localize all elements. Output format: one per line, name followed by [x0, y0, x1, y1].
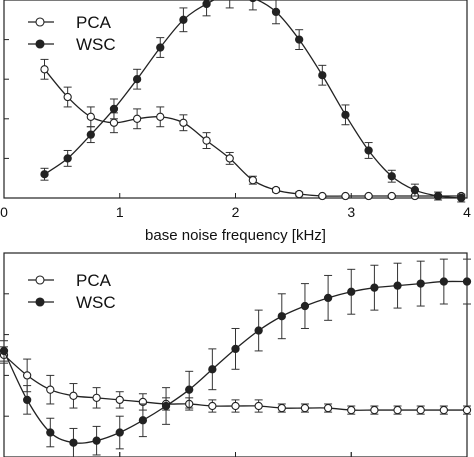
pca-data-point: [347, 405, 356, 415]
pca-data-point: [341, 191, 350, 201]
wsc-data-point: [46, 428, 55, 437]
pca-data-point: [22, 371, 32, 380]
pca-data-point: [318, 191, 327, 201]
pca-data-point: [323, 403, 333, 413]
wsc-data-point: [347, 287, 356, 296]
legend-wsc-marker: [35, 297, 45, 307]
wsc-data-point: [457, 193, 466, 203]
pca-data-point: [132, 114, 142, 123]
wsc-data-point: [156, 43, 165, 52]
pca-data-point: [364, 191, 373, 201]
x-tick-label: 3: [347, 204, 355, 220]
wsc-data-point: [202, 0, 211, 9]
wsc-data-point: [341, 110, 350, 119]
wsc-data-point: [439, 277, 448, 286]
wsc-data-point: [208, 365, 217, 374]
pca-data-point: [295, 189, 304, 199]
plot-frame: [3, 0, 468, 199]
pca-data-point: [46, 385, 55, 394]
pca-data-point: [387, 191, 396, 201]
pca-data-point: [370, 405, 379, 415]
pca-data-point: [462, 405, 472, 415]
wsc-data-point: [300, 301, 310, 311]
wsc-data-point: [86, 130, 95, 139]
pca-data-point: [208, 401, 217, 411]
legend-wsc-label: WSC: [76, 293, 116, 312]
x-tick-label: 2: [232, 204, 240, 220]
wsc-data-point: [254, 326, 263, 335]
legend-pca-marker: [35, 275, 45, 285]
pca-data-point: [271, 185, 281, 195]
pca-data-point: [63, 92, 72, 102]
wsc-data-point: [387, 172, 396, 181]
wsc-data-point: [271, 7, 281, 17]
pca-data-point: [179, 118, 188, 127]
pca-data-point: [277, 403, 286, 413]
wsc-data-point: [410, 185, 420, 195]
pca-data-point: [40, 65, 49, 74]
pca-data-point: [248, 176, 258, 185]
wsc-data-point: [295, 35, 304, 44]
x-tick-label: 0: [0, 204, 8, 220]
x-tick-label: 4: [463, 204, 471, 220]
pca-data-point: [115, 395, 124, 405]
pca-data-point: [416, 405, 425, 415]
legend-pca-label: PCA: [76, 271, 112, 290]
top-chart-panel: 0 1 2 3 4 base noise frequency [kHz] PCA WSC: [0, 0, 471, 244]
wsc-data-point: [138, 416, 148, 425]
legend-pca-label: PCA: [76, 13, 112, 32]
pca-data-point: [86, 112, 95, 121]
wsc-data-point: [393, 281, 402, 290]
wsc-data-point: [462, 277, 472, 286]
pca-data-point: [300, 403, 310, 413]
pca-data-point: [109, 118, 119, 127]
wsc-data-point: [0, 346, 9, 356]
wsc-data-point: [69, 438, 78, 447]
legend-pca-marker: [35, 17, 45, 27]
wsc-data-point: [63, 154, 72, 163]
pca-data-point: [156, 112, 165, 121]
pca-data-point: [439, 405, 448, 415]
pca-data-point: [231, 401, 240, 411]
wsc-data-point: [277, 312, 286, 321]
legend-wsc-label: WSC: [76, 35, 116, 54]
wsc-data-point: [109, 104, 119, 114]
x-tick-label: 1: [116, 204, 124, 220]
wsc-data-point: [318, 71, 327, 80]
pca-data-point: [225, 154, 234, 163]
wsc-data-point: [92, 436, 101, 445]
wsc-data-point: [40, 170, 49, 179]
wsc-data-point: [231, 344, 240, 354]
wsc-data-point: [161, 401, 171, 411]
wsc-data-point: [364, 146, 373, 155]
wsc-data-point: [132, 75, 142, 84]
x-axis-title: base noise frequency [kHz]: [145, 227, 326, 244]
wsc-data-point: [416, 279, 425, 288]
wsc-data-point: [22, 395, 32, 405]
pca-data-point: [92, 393, 101, 402]
wsc-data-point: [433, 191, 443, 201]
pca-data-point: [202, 136, 211, 145]
wsc-data-point: [323, 293, 333, 303]
wsc-data-point: [185, 385, 194, 394]
wsc-data-point: [249, 0, 257, 3]
pca-data-point: [254, 401, 263, 411]
wsc-data-point: [370, 283, 379, 292]
legend-wsc-marker: [35, 39, 45, 49]
pca-data-point: [393, 405, 402, 415]
wsc-data-point: [179, 15, 188, 24]
pca-data-point: [69, 391, 78, 400]
wsc-data-point: [115, 428, 124, 437]
bottom-chart-panel: PCA WSC: [0, 252, 472, 457]
